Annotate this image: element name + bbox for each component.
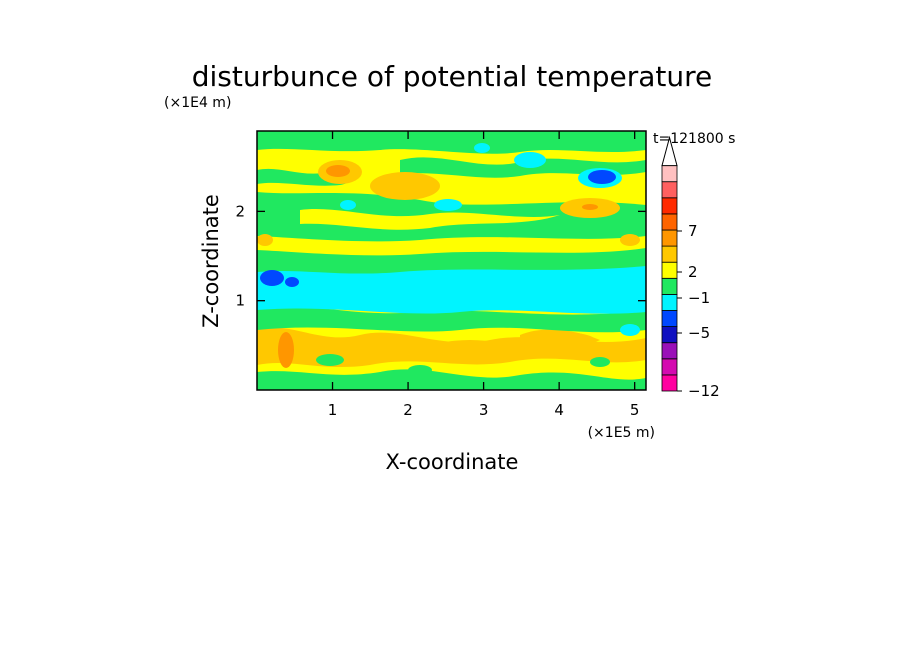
colorbar: 7 2 −1 −5 −12 bbox=[661, 135, 720, 400]
colorbar-segment bbox=[661, 181, 678, 199]
colorbar-segment bbox=[661, 197, 678, 215]
x-tick-label: 5 bbox=[630, 401, 640, 419]
y-tick-label: 1 bbox=[235, 292, 245, 310]
time-label: t=121800 s bbox=[653, 131, 735, 147]
x-tick-label: 2 bbox=[403, 401, 413, 419]
x-axis-ticks: 1 2 3 4 5 bbox=[328, 131, 640, 419]
chart-title: disturbunce of potential temperature bbox=[192, 60, 713, 93]
colorbar-segment bbox=[661, 245, 678, 263]
plot-frame bbox=[256, 130, 647, 391]
colorbar-segment bbox=[661, 293, 678, 311]
x-axis-label: X-coordinate bbox=[386, 450, 519, 474]
x-tick-label: 1 bbox=[328, 401, 338, 419]
colorbar-segment bbox=[661, 342, 678, 360]
y-tick-label: 2 bbox=[235, 202, 245, 220]
colorbar-segment bbox=[661, 358, 678, 376]
x-tick-label: 3 bbox=[479, 401, 489, 419]
colorbar-label: −5 bbox=[688, 324, 710, 342]
y-axis-label: Z-coordinate bbox=[199, 194, 223, 328]
colorbar-label: 2 bbox=[688, 263, 698, 281]
colorbar-segment bbox=[661, 277, 678, 295]
x-unit-label: (×1E5 m) bbox=[588, 425, 655, 441]
colorbar-label: −12 bbox=[688, 382, 720, 400]
colorbar-segment bbox=[661, 229, 678, 247]
colorbar-segment bbox=[661, 213, 678, 231]
colorbar-label: 7 bbox=[688, 222, 698, 240]
colorbar-segment bbox=[661, 326, 678, 344]
y-unit-label: (×1E4 m) bbox=[164, 95, 231, 111]
colorbar-extend-arrow bbox=[661, 135, 678, 167]
colorbar-segment bbox=[661, 374, 678, 392]
contour-field bbox=[257, 131, 646, 390]
colorbar-segment bbox=[661, 310, 678, 328]
band-green-lower bbox=[257, 304, 646, 333]
colorbar-segment bbox=[661, 261, 678, 279]
band-cyan bbox=[257, 262, 646, 314]
band-bottom-green bbox=[257, 369, 646, 390]
colorbar-segment bbox=[661, 165, 678, 183]
colorbar-label: −1 bbox=[688, 289, 710, 307]
band-top-green bbox=[257, 131, 646, 154]
x-tick-label: 4 bbox=[554, 401, 564, 419]
y-axis-ticks: 12 bbox=[235, 202, 646, 310]
